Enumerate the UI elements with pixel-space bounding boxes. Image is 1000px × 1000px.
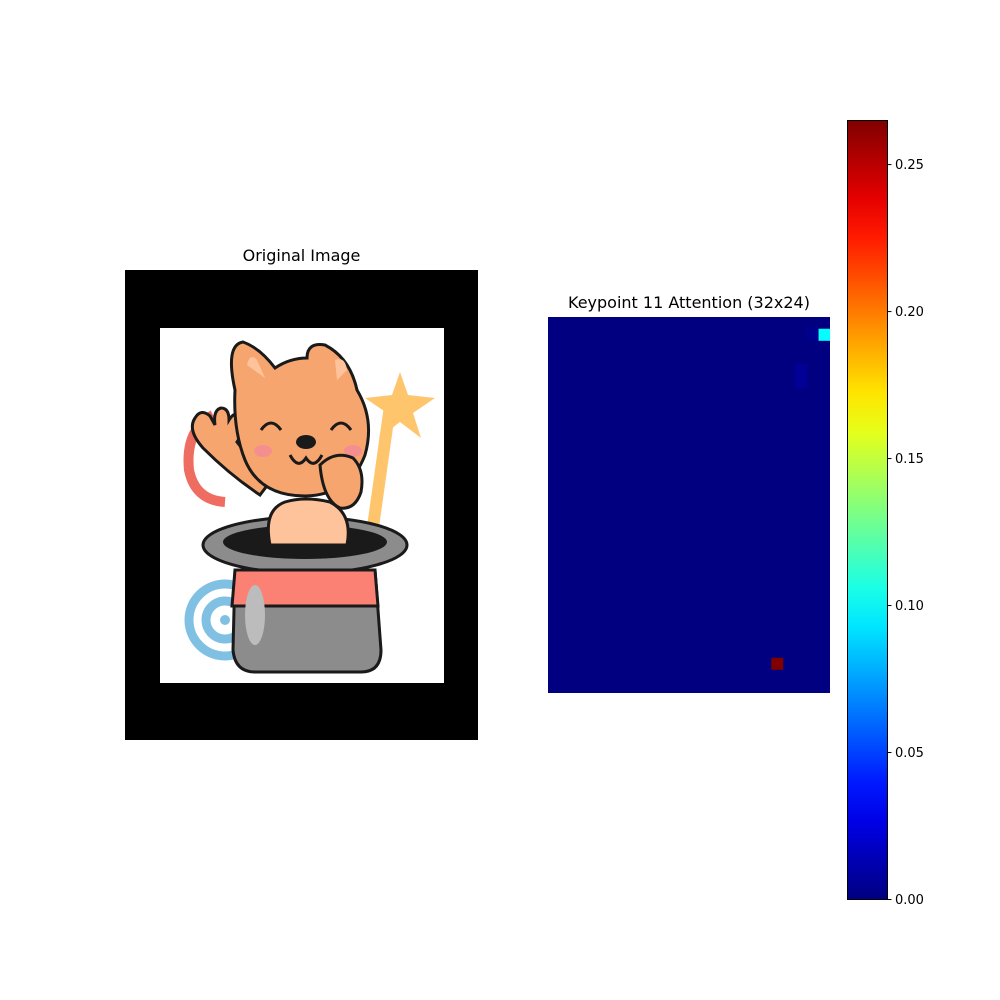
colorbar-tick-label: 0.10	[895, 599, 924, 614]
colorbar-tick-label: 0.00	[895, 893, 924, 908]
colorbar-gradient	[847, 120, 888, 900]
heatmap-background	[548, 317, 830, 693]
original-image-panel	[125, 270, 478, 740]
heatmap-cell	[806, 328, 819, 341]
attention-heatmap	[548, 317, 830, 693]
heatmap-cell	[771, 657, 784, 670]
colorbar: 0.00 0.05 0.10 0.15 0.20 0.25	[847, 120, 924, 908]
colorbar-tick-label: 0.25	[895, 158, 924, 173]
heatmap-cell	[794, 364, 807, 377]
colorbar-tick-label: 0.05	[895, 746, 924, 761]
colorbar-tick-label: 0.15	[895, 452, 924, 467]
original-image-title: Original Image	[242, 246, 361, 265]
heatmap-cell	[818, 328, 830, 341]
original-image	[125, 270, 478, 740]
heatmap-cell	[794, 375, 807, 388]
colorbar-tick-label: 0.20	[895, 305, 924, 320]
attention-heatmap-title: Keypoint 11 Attention (32x24)	[568, 293, 810, 312]
